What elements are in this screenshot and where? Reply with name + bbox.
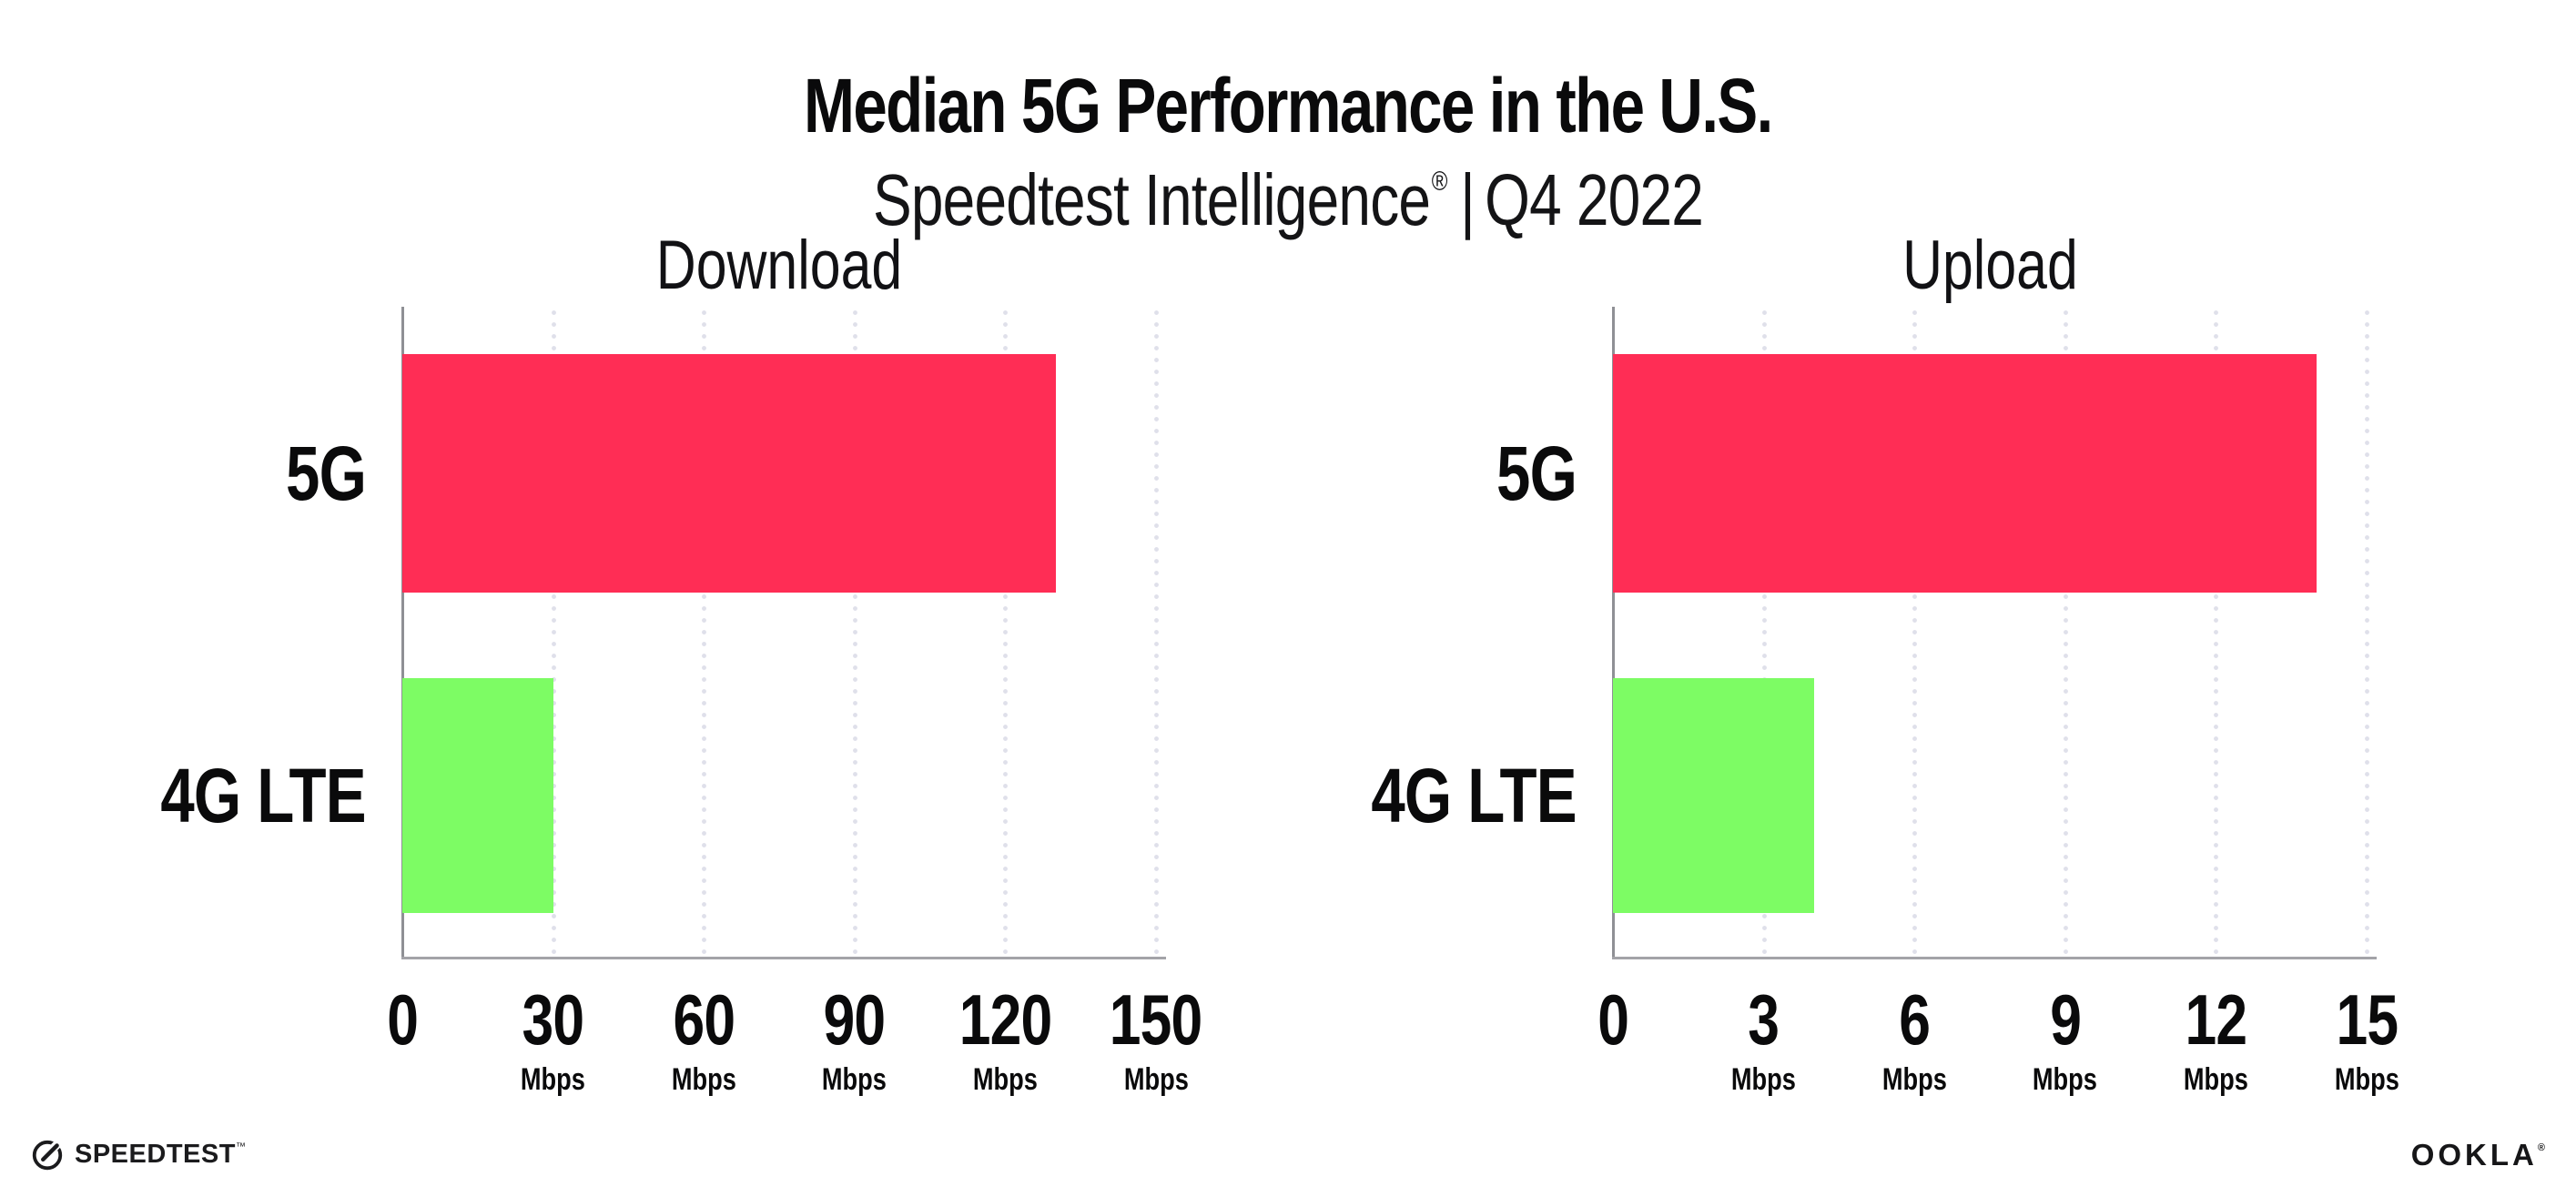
- x-tick-value: 0: [387, 979, 419, 1060]
- x-tick-60: 60 Mbps: [585, 984, 822, 1095]
- gridline-30: [551, 307, 556, 957]
- registered-mark: ®: [1431, 167, 1448, 198]
- x-tick-unit: Mbps: [521, 1062, 586, 1097]
- x-tick-6: 6 Mbps: [1796, 984, 2033, 1095]
- x-tick-value: 15: [2336, 979, 2399, 1060]
- y-axis-label-5g: 5G: [285, 431, 367, 516]
- subtitle-separator: |: [1460, 159, 1476, 241]
- page-subtitle-text: Speedtest Intelligence® | Q4 2022: [872, 158, 1704, 242]
- x-tick-120: 120 Mbps: [887, 984, 1123, 1095]
- x-tick-unit: Mbps: [1881, 1062, 1947, 1097]
- x-axis-line: [401, 957, 1166, 959]
- x-tick-unit: Mbps: [972, 1062, 1038, 1097]
- x-tick-9: 9 Mbps: [1947, 984, 2184, 1095]
- subtitle-brand: Speedtest Intelligence: [872, 159, 1431, 241]
- x-tick-90: 90 Mbps: [736, 984, 973, 1095]
- y-axis-label-5g: 5G: [1496, 431, 1577, 516]
- x-tick-150: 150 Mbps: [1038, 984, 1274, 1095]
- x-tick-value: 12: [2185, 979, 2247, 1060]
- chart-title-text: Download: [655, 227, 903, 304]
- x-tick-0: 0: [1495, 984, 1731, 1055]
- ookla-label: OOKLA: [2410, 1138, 2538, 1172]
- x-tick-value: 60: [673, 979, 735, 1060]
- speedtest-gauge-icon: [32, 1138, 64, 1171]
- x-tick-30: 30 Mbps: [435, 984, 672, 1095]
- gridline-60: [702, 307, 707, 957]
- speedtest-label: SPEEDTEST: [75, 1139, 236, 1169]
- gridline-12: [2214, 307, 2219, 957]
- x-tick-0: 0: [284, 984, 521, 1055]
- gridline-6: [1912, 307, 1918, 957]
- bar-4g-lte-download: [402, 678, 553, 913]
- y-axis-line: [1612, 307, 1615, 959]
- y-axis-label-4g-lte: 4G LTE: [1371, 753, 1577, 838]
- gridline-15: [2365, 307, 2369, 957]
- ookla-logo: OOKLA®: [2411, 1138, 2545, 1172]
- x-tick-value: 3: [1748, 979, 1780, 1060]
- download-plot-area: [401, 307, 1166, 959]
- bar-5g-download: [402, 354, 1056, 593]
- gridline-3: [1761, 307, 1767, 957]
- speedtest-wordmark: SPEEDTEST™: [75, 1140, 246, 1170]
- download-chart: Download 0 30 Mbps 60 Mbps 90 Mbps 120 Mbps 150 Mbp…: [55, 218, 1320, 1138]
- y-axis-line: [401, 307, 404, 959]
- gridline-9: [2063, 307, 2068, 957]
- download-chart-title: Download: [402, 226, 1156, 305]
- upload-chart-title: Upload: [1613, 226, 2367, 305]
- x-tick-value: 9: [2049, 979, 2082, 1060]
- x-tick-unit: Mbps: [1123, 1062, 1189, 1097]
- upload-plot-area: [1612, 307, 2377, 959]
- x-tick-value: 30: [522, 979, 585, 1060]
- page-title: Median 5G Performance in the U.S.: [0, 62, 2576, 150]
- x-tick-15: 15 Mbps: [2248, 984, 2485, 1095]
- x-tick-value: 90: [823, 979, 887, 1060]
- bar-4g-lte-upload: [1613, 678, 1814, 913]
- subtitle-period: Q4 2022: [1485, 159, 1704, 241]
- x-tick-value: 6: [1899, 979, 1931, 1060]
- x-tick-unit: Mbps: [1731, 1062, 1797, 1097]
- page-subtitle: Speedtest Intelligence® | Q4 2022: [0, 158, 2576, 242]
- x-tick-unit: Mbps: [2334, 1062, 2399, 1097]
- x-tick-value: 150: [1110, 979, 1203, 1060]
- chart-title-text: Upload: [1902, 227, 2078, 304]
- gridline-90: [852, 307, 857, 957]
- x-tick-value: 120: [958, 979, 1053, 1060]
- gridline-150: [1154, 307, 1159, 957]
- x-tick-3: 3 Mbps: [1646, 984, 1882, 1095]
- bar-5g-upload: [1613, 354, 2317, 593]
- x-tick-value: 0: [1597, 979, 1629, 1060]
- upload-chart: Upload 0 3 Mbps 6 Mbps 9 Mbps 12 Mbps 15 Mbps 5G 4G L…: [1265, 218, 2530, 1138]
- trademark-symbol: ™: [235, 1141, 247, 1152]
- page-title-text: Median 5G Performance in the U.S.: [804, 63, 1773, 149]
- x-tick-unit: Mbps: [2033, 1062, 2098, 1097]
- ookla-registered-mark: ®: [2537, 1142, 2545, 1153]
- speedtest-logo: SPEEDTEST™: [30, 1136, 246, 1172]
- x-tick-unit: Mbps: [2183, 1062, 2248, 1097]
- y-axis-label-4g-lte: 4G LTE: [160, 753, 367, 838]
- x-axis-line: [1612, 957, 2377, 959]
- x-tick-12: 12 Mbps: [2097, 984, 2334, 1095]
- gridline-120: [1003, 307, 1009, 957]
- x-tick-unit: Mbps: [671, 1062, 736, 1097]
- x-tick-unit: Mbps: [822, 1062, 887, 1097]
